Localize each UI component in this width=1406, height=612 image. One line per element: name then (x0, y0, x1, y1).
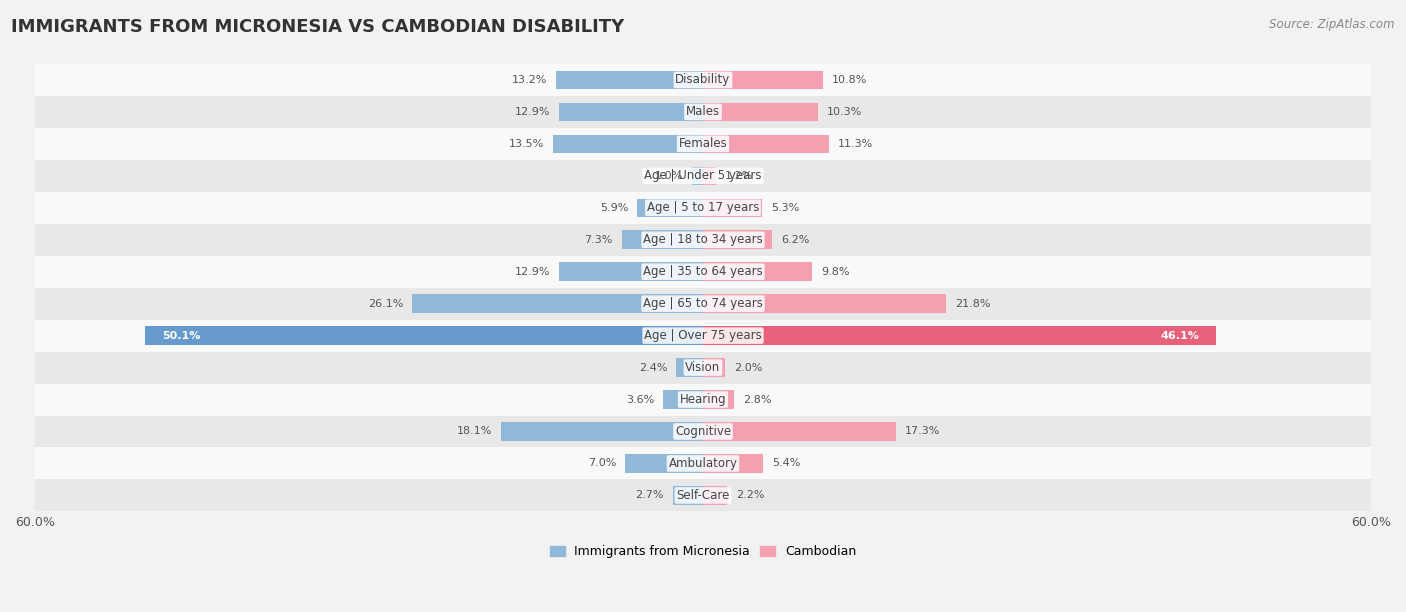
Bar (703, 263, 813, 281)
Text: Self-Care: Self-Care (676, 489, 730, 502)
Text: Vision: Vision (685, 361, 721, 374)
Bar (637, 198, 703, 217)
Text: Disability: Disability (675, 73, 731, 86)
Bar (703, 135, 828, 153)
Bar (502, 422, 703, 441)
Bar (35, 224, 1371, 256)
Bar (703, 390, 734, 409)
Text: 17.3%: 17.3% (904, 427, 939, 436)
Bar (703, 231, 772, 249)
Text: 10.8%: 10.8% (832, 75, 868, 85)
Text: 2.4%: 2.4% (638, 362, 668, 373)
Text: 11.3%: 11.3% (838, 139, 873, 149)
Text: Males: Males (686, 105, 720, 118)
Text: Ambulatory: Ambulatory (668, 457, 738, 470)
Legend: Immigrants from Micronesia, Cambodian: Immigrants from Micronesia, Cambodian (544, 540, 862, 563)
Text: 13.5%: 13.5% (509, 139, 544, 149)
Text: 46.1%: 46.1% (1161, 330, 1199, 341)
Bar (692, 166, 703, 185)
Bar (703, 103, 818, 121)
Bar (35, 288, 1371, 319)
Bar (676, 358, 703, 377)
Bar (145, 326, 703, 345)
Text: 5.3%: 5.3% (770, 203, 799, 213)
Bar (703, 326, 1216, 345)
Text: 18.1%: 18.1% (457, 427, 492, 436)
Text: 26.1%: 26.1% (368, 299, 404, 308)
Text: 7.0%: 7.0% (588, 458, 616, 468)
Bar (555, 70, 703, 89)
Bar (560, 103, 703, 121)
Bar (703, 198, 762, 217)
Text: 1.2%: 1.2% (725, 171, 754, 181)
Bar (703, 358, 725, 377)
Bar (703, 422, 896, 441)
Text: 2.2%: 2.2% (737, 490, 765, 501)
Text: 12.9%: 12.9% (515, 267, 551, 277)
Text: 5.9%: 5.9% (600, 203, 628, 213)
Bar (35, 416, 1371, 447)
Bar (626, 454, 703, 472)
Text: 2.0%: 2.0% (734, 362, 762, 373)
Text: Age | 35 to 64 years: Age | 35 to 64 years (643, 265, 763, 278)
Text: Age | 18 to 34 years: Age | 18 to 34 years (643, 233, 763, 246)
Bar (703, 70, 824, 89)
Bar (35, 192, 1371, 224)
Bar (35, 447, 1371, 479)
Text: 3.6%: 3.6% (626, 395, 654, 405)
Bar (673, 486, 703, 505)
Text: 6.2%: 6.2% (780, 235, 810, 245)
Text: 12.9%: 12.9% (515, 107, 551, 117)
Text: 5.4%: 5.4% (772, 458, 800, 468)
Text: 21.8%: 21.8% (955, 299, 990, 308)
Bar (35, 160, 1371, 192)
Text: 9.8%: 9.8% (821, 267, 849, 277)
Text: 2.8%: 2.8% (744, 395, 772, 405)
Text: Hearing: Hearing (679, 393, 727, 406)
Bar (412, 294, 703, 313)
Bar (703, 294, 946, 313)
Text: Age | 5 to 17 years: Age | 5 to 17 years (647, 201, 759, 214)
Text: IMMIGRANTS FROM MICRONESIA VS CAMBODIAN DISABILITY: IMMIGRANTS FROM MICRONESIA VS CAMBODIAN … (11, 18, 624, 36)
Bar (35, 128, 1371, 160)
Bar (35, 256, 1371, 288)
Bar (35, 96, 1371, 128)
Text: 50.1%: 50.1% (162, 330, 200, 341)
Bar (35, 479, 1371, 512)
Bar (662, 390, 703, 409)
Bar (703, 454, 763, 472)
Text: 13.2%: 13.2% (512, 75, 547, 85)
Bar (560, 263, 703, 281)
Bar (621, 231, 703, 249)
Bar (35, 384, 1371, 416)
Bar (703, 166, 717, 185)
Text: Age | 65 to 74 years: Age | 65 to 74 years (643, 297, 763, 310)
Text: 7.3%: 7.3% (585, 235, 613, 245)
Bar (35, 64, 1371, 96)
Text: Age | Over 75 years: Age | Over 75 years (644, 329, 762, 342)
Text: Females: Females (679, 137, 727, 151)
Text: Source: ZipAtlas.com: Source: ZipAtlas.com (1270, 18, 1395, 31)
Text: 1.0%: 1.0% (655, 171, 683, 181)
Text: 10.3%: 10.3% (827, 107, 862, 117)
Text: Cognitive: Cognitive (675, 425, 731, 438)
Text: Age | Under 5 years: Age | Under 5 years (644, 170, 762, 182)
Bar (553, 135, 703, 153)
Bar (703, 486, 727, 505)
Bar (35, 319, 1371, 351)
Bar (35, 351, 1371, 384)
Text: 2.7%: 2.7% (636, 490, 664, 501)
